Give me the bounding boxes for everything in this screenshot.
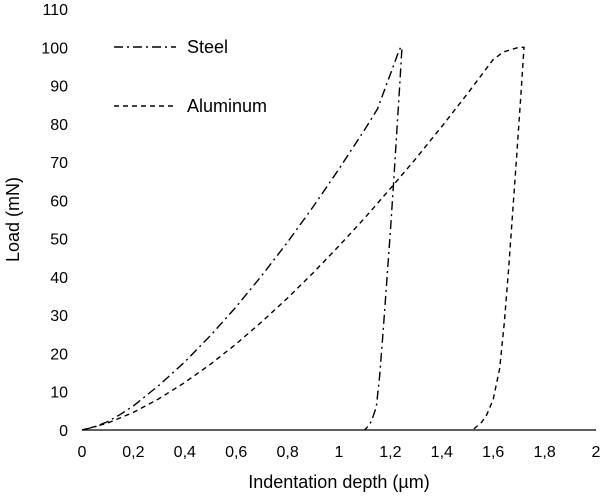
x-tick-label: 1,8	[533, 444, 555, 461]
legend-label-steel: Steel	[187, 37, 228, 57]
x-tick-label: 1,2	[379, 444, 401, 461]
y-tick-label: 10	[50, 385, 68, 402]
x-axis-ticks: 0 0,2 0,4 0,6 0,8 1 1,2 1,4 1,6 1,8 2	[78, 444, 600, 461]
x-tick-label: 0,4	[174, 444, 196, 461]
y-tick-label: 20	[50, 346, 68, 363]
y-tick-label: 70	[50, 155, 68, 172]
series-line-steel	[81, 46, 403, 431]
y-axis-ticks: 0 10 20 30 40 50 60 70 80 90 100 110	[41, 2, 68, 440]
y-tick-label: 0	[59, 423, 68, 440]
series-layer	[81, 46, 525, 431]
y-tick-label: 30	[50, 308, 68, 325]
x-tick-label: 1	[335, 444, 344, 461]
y-tick-label: 80	[50, 117, 68, 134]
y-tick-label: 40	[50, 270, 68, 287]
y-tick-label: 90	[50, 79, 68, 96]
x-tick-label: 1,4	[431, 444, 453, 461]
x-tick-label: 0,2	[122, 444, 144, 461]
x-tick-label: 2	[592, 444, 600, 461]
x-tick-label: 0,6	[225, 444, 247, 461]
x-tick-label: 0	[78, 444, 87, 461]
series-line-aluminum	[81, 46, 525, 431]
x-tick-label: 1,6	[482, 444, 504, 461]
y-axis-title: Load (mN)	[3, 177, 23, 262]
y-tick-label: 60	[50, 193, 68, 210]
legend-label-aluminum: Aluminum	[187, 96, 267, 116]
x-axis-title: Indentation depth (µm)	[248, 472, 429, 492]
y-tick-label: 50	[50, 232, 68, 249]
y-tick-label: 110	[42, 2, 68, 19]
legend: Steel Aluminum	[114, 37, 267, 116]
x-tick-label: 0,8	[276, 444, 298, 461]
y-tick-label: 100	[41, 40, 68, 57]
